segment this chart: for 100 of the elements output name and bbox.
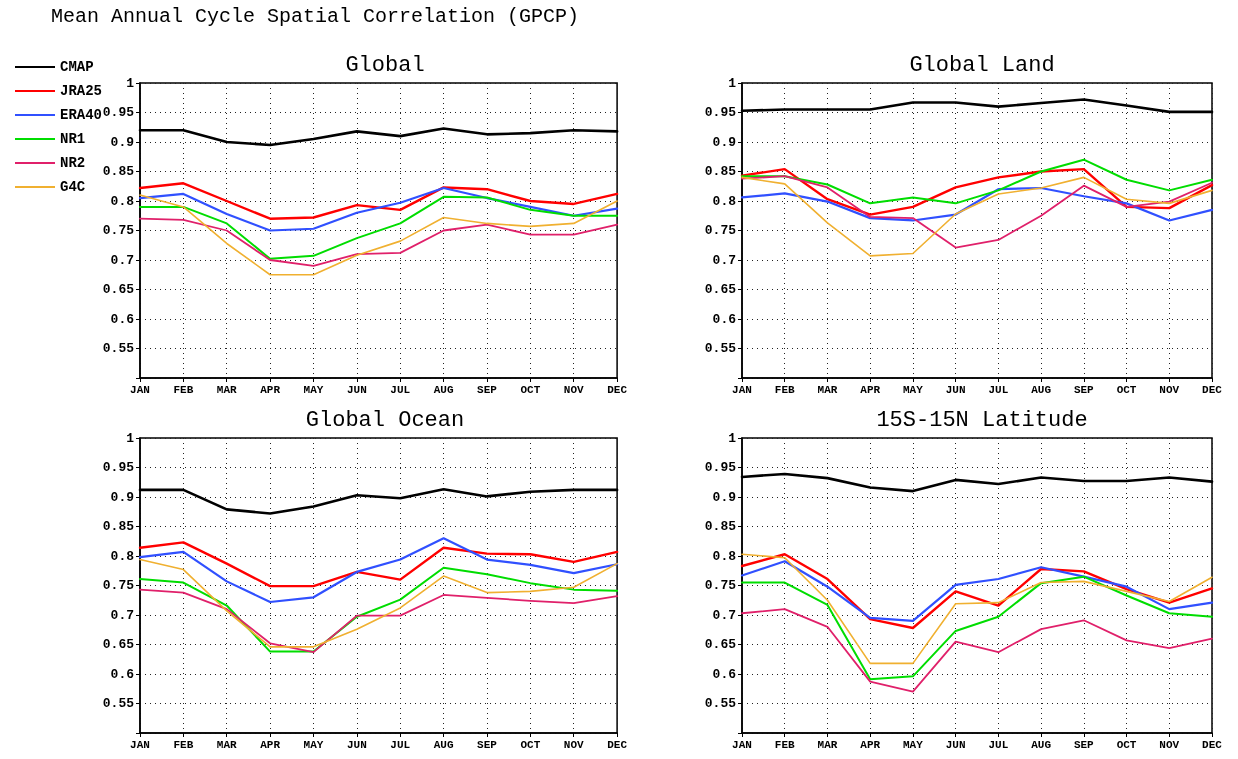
- y-tick-label: 0.65: [102, 282, 135, 297]
- y-tick-label: 1: [126, 430, 135, 446]
- line-series: [740, 186, 1214, 222]
- x-tick-label: MAY: [903, 738, 924, 751]
- x-tick-label: MAR: [817, 383, 838, 396]
- y-tick-label: 0.7: [110, 252, 134, 268]
- line-series: [139, 217, 618, 267]
- x-tick-label: OCT: [1116, 383, 1137, 396]
- line-series: [741, 553, 1213, 665]
- y-tick-label: 0.95: [704, 105, 737, 120]
- x-tick-label: SEP: [1073, 738, 1095, 751]
- y-tick-label: 0.7: [712, 607, 736, 623]
- y-tick-label: 0.55: [704, 341, 737, 356]
- y-tick-label: 0.9: [712, 489, 737, 505]
- legend-label: JRA25: [60, 83, 103, 99]
- x-tick-label: APR: [260, 738, 281, 751]
- line-series: [139, 194, 618, 276]
- x-tick-label: JUN: [945, 383, 966, 396]
- line-series: [740, 553, 1214, 630]
- x-tick-label: JAN: [130, 383, 150, 396]
- text: Mean Annual Cycle Spatial Correlation (GPCP): [50, 4, 580, 28]
- y-tick-label: 0.6: [110, 666, 135, 682]
- x-tick-label: DEC: [607, 738, 628, 751]
- line-series: [138, 182, 619, 220]
- x-tick-label: FEB: [774, 738, 796, 751]
- x-tick-label: DEC: [1202, 383, 1223, 396]
- x-tick-label: JUL: [390, 738, 411, 751]
- x-tick-label: APR: [260, 383, 281, 396]
- chart-title: 15S-15N Latitude: [876, 407, 1088, 433]
- x-tick-label: JUL: [988, 738, 1009, 751]
- x-tick-label: AUG: [1031, 383, 1052, 396]
- y-tick-label: 0.85: [102, 164, 135, 179]
- y-tick-label: 0.8: [712, 548, 737, 564]
- line-series: [138, 541, 619, 588]
- x-tick-label: JUN: [346, 738, 367, 751]
- y-tick-label: 1: [126, 75, 135, 91]
- line-series: [138, 537, 619, 604]
- y-tick-label: 0.55: [704, 696, 737, 711]
- x-tick-label: MAY: [303, 383, 324, 396]
- y-tick-label: 0.75: [704, 223, 737, 238]
- y-tick-label: 0.95: [102, 105, 135, 120]
- legend-label: ERA40: [60, 107, 103, 123]
- y-tick-label: 0.75: [102, 578, 135, 593]
- y-tick-label: 0.55: [102, 696, 135, 711]
- y-tick-label: 0.85: [704, 519, 737, 534]
- x-tick-label: DEC: [607, 383, 628, 396]
- line-series: [741, 575, 1213, 681]
- y-tick-label: 0.7: [712, 252, 736, 268]
- y-tick-label: 0.8: [110, 548, 135, 564]
- y-tick-label: 0.85: [704, 164, 737, 179]
- legend-label: CMAP: [60, 59, 94, 75]
- x-tick-label: MAR: [817, 738, 838, 751]
- x-tick-label: NOV: [1159, 383, 1180, 396]
- y-tick-label: 0.8: [110, 193, 135, 209]
- x-tick-label: JUL: [390, 383, 411, 396]
- chart-title: Global Land: [909, 52, 1055, 78]
- y-tick-label: 0.65: [704, 637, 737, 652]
- chart-title: Global Ocean: [305, 407, 465, 433]
- y-tick-label: 0.7: [110, 607, 134, 623]
- line-series: [741, 608, 1213, 693]
- y-tick-label: 0.6: [110, 311, 135, 327]
- y-tick-label: 0.95: [102, 460, 135, 475]
- x-tick-label: FEB: [173, 383, 194, 396]
- y-tick-label: 0.9: [110, 134, 135, 150]
- x-tick-label: JUN: [346, 383, 367, 396]
- y-tick-label: 0.9: [110, 489, 135, 505]
- y-tick-label: 1: [728, 75, 737, 91]
- y-tick-label: 0.95: [704, 460, 737, 475]
- x-tick-label: SEP: [1073, 383, 1095, 396]
- y-tick-label: 0.75: [704, 578, 737, 593]
- y-tick-label: 0.75: [102, 223, 135, 238]
- legend-label: NR1: [60, 131, 86, 147]
- x-tick-label: MAY: [903, 383, 924, 396]
- y-tick-label: 0.65: [102, 637, 135, 652]
- x-tick-label: AUG: [433, 738, 454, 751]
- chart-title: Global: [345, 52, 425, 78]
- y-tick-label: 0.8: [712, 193, 737, 209]
- x-tick-label: AUG: [1031, 738, 1052, 751]
- y-tick-label: 0.65: [704, 282, 737, 297]
- x-tick-label: NOV: [1159, 738, 1180, 751]
- x-tick-label: APR: [860, 383, 881, 396]
- x-tick-label: MAR: [216, 738, 238, 751]
- x-tick-label: SEP: [477, 738, 498, 751]
- line-series: [139, 588, 618, 654]
- x-tick-label: APR: [860, 738, 881, 751]
- x-tick-label: MAY: [303, 738, 324, 751]
- legend-label: NR2: [60, 155, 86, 171]
- x-tick-label: FEB: [173, 738, 194, 751]
- line-series: [740, 167, 1214, 216]
- legend-label: G4C: [60, 179, 86, 195]
- x-tick-label: OCT: [520, 383, 541, 396]
- x-tick-label: JUL: [988, 383, 1009, 396]
- x-tick-label: OCT: [1116, 738, 1137, 751]
- x-tick-label: JUN: [945, 738, 966, 751]
- line-series: [740, 560, 1214, 622]
- x-tick-label: NOV: [563, 738, 585, 751]
- y-tick-label: 0.6: [712, 666, 737, 682]
- y-tick-label: 0.6: [712, 311, 737, 327]
- y-tick-label: 0.55: [102, 341, 135, 356]
- x-tick-label: JAN: [732, 383, 752, 396]
